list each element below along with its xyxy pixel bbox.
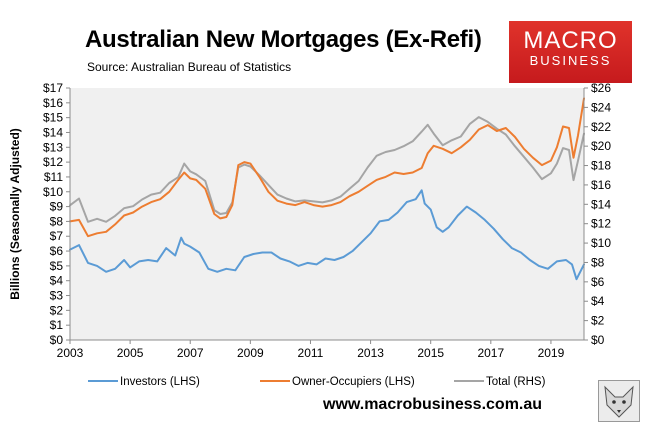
logo-line-macro: MACRO <box>523 27 618 54</box>
series-line-owner-occupiers <box>69 97 585 238</box>
right-tick-label: $0 <box>591 333 605 347</box>
x-tick-label: 2007 <box>177 346 204 360</box>
left-tick-label: $15 <box>43 111 63 125</box>
left-tick-label: $13 <box>43 140 63 154</box>
chart-subtitle: Source: Australian Bureau of Statistics <box>87 60 292 74</box>
left-tick-label: $7 <box>50 229 64 243</box>
right-tick-label: $4 <box>591 294 605 308</box>
left-tick-label: $3 <box>50 289 64 303</box>
axes-layer <box>69 88 585 341</box>
left-tick-label: $4 <box>50 274 64 288</box>
x-tick-label: 2017 <box>477 346 504 360</box>
y-axis-label: Billions (Seasonally Adjusted) <box>8 128 22 300</box>
left-tick-label: $9 <box>50 200 64 214</box>
macrobusiness-logo: MACRO BUSINESS <box>509 21 632 83</box>
left-tick-label: $11 <box>44 170 63 184</box>
x-tick-label: 2009 <box>237 346 264 360</box>
left-tick-label: $1 <box>50 318 64 332</box>
legend: Investors (LHS) Owner-Occupiers (LHS) To… <box>88 376 546 388</box>
left-tick-label: $8 <box>50 214 64 228</box>
plot-area <box>70 88 584 340</box>
right-tick-label: $8 <box>591 255 605 269</box>
chart-title: Australian New Mortgages (Ex-Refi) <box>85 26 482 53</box>
x-tick-label: 2019 <box>538 346 565 360</box>
legend-label-investors: Investors (LHS) <box>120 376 200 388</box>
fox-logo-icon <box>598 380 640 422</box>
left-tick-label: $6 <box>50 244 64 258</box>
right-tick-label: $26 <box>591 81 611 95</box>
right-tick-label: $20 <box>591 139 611 153</box>
right-tick-label: $18 <box>591 159 611 173</box>
right-tick-label: $16 <box>591 178 611 192</box>
right-tick-label: $24 <box>591 100 611 114</box>
ticks-layer: $0$1$2$3$4$5$6$7$8$9$10$11$12$13$14$15$1… <box>43 81 611 360</box>
x-tick-label: 2003 <box>57 346 84 360</box>
logo-line-business: BUSINESS <box>529 53 612 68</box>
left-tick-label: $10 <box>43 185 63 199</box>
right-tick-label: $10 <box>591 236 611 250</box>
left-tick-label: $14 <box>43 125 63 139</box>
left-tick-label: $5 <box>50 259 64 273</box>
left-tick-label: $2 <box>50 303 64 317</box>
left-tick-label: $17 <box>43 81 63 95</box>
fox-face-icon <box>604 385 634 418</box>
left-tick-label: $12 <box>43 155 63 169</box>
series-layer <box>69 97 585 281</box>
legend-label-total: Total (RHS) <box>486 376 546 388</box>
right-tick-label: $12 <box>591 217 611 231</box>
right-tick-label: $14 <box>591 197 611 211</box>
series-line-total <box>69 116 585 223</box>
left-tick-label: $0 <box>50 333 64 347</box>
x-tick-label: 2013 <box>357 346 384 360</box>
right-tick-label: $6 <box>591 275 605 289</box>
website-url: www.macrobusiness.com.au <box>323 396 543 413</box>
right-tick-label: $2 <box>591 314 605 328</box>
series-line-investors <box>69 189 585 281</box>
left-tick-label: $16 <box>43 96 63 110</box>
x-tick-label: 2005 <box>117 346 144 360</box>
legend-label-owner-occupiers: Owner-Occupiers (LHS) <box>292 376 415 388</box>
right-tick-label: $22 <box>591 120 611 134</box>
x-tick-label: 2011 <box>298 346 324 360</box>
x-tick-label: 2015 <box>417 346 444 360</box>
